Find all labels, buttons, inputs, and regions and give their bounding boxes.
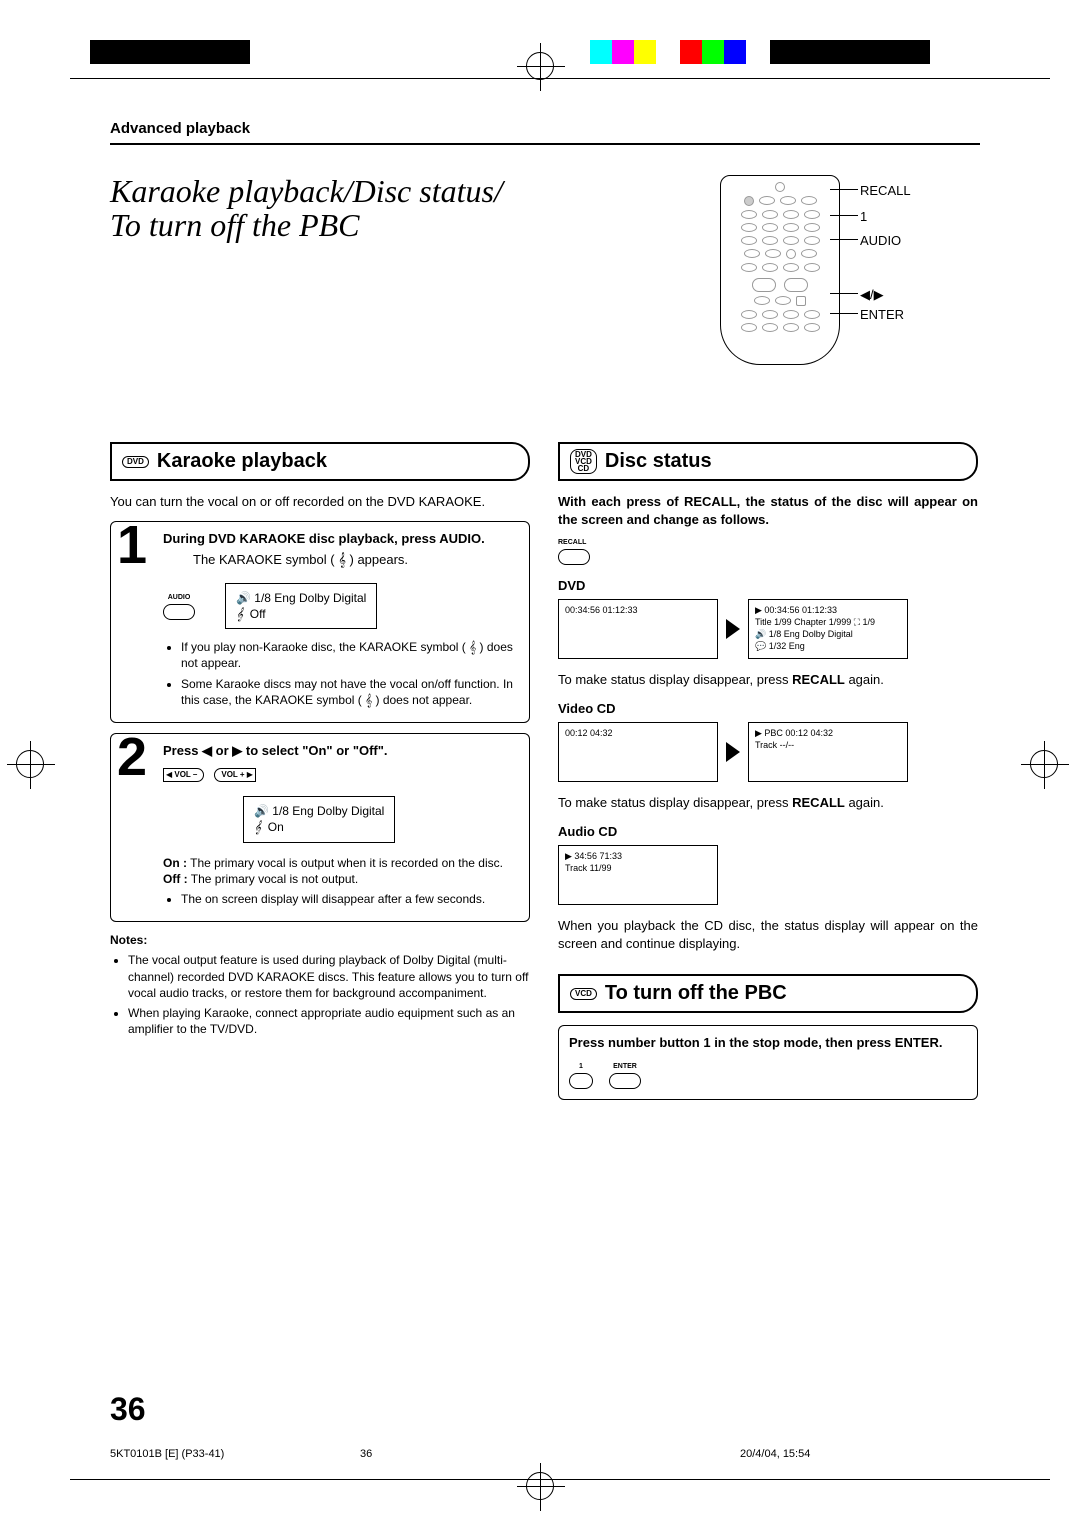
osd-text: 1/8 Eng Dolby Digital (254, 591, 366, 605)
disc-intro: With each press of RECALL, the status of… (558, 493, 978, 528)
section-heading-text: Disc status (605, 448, 712, 475)
acd-status-row: ▶ 34:56 71:33 Track 11/99 (558, 845, 978, 905)
vcd-badge: VCD (570, 988, 597, 1000)
osd-text: Off (250, 607, 266, 621)
vcd-label: Video CD (558, 701, 616, 716)
osd-display: 🔊 1/8 Eng Dolby Digital 𝄞 Off (225, 583, 377, 629)
karaoke-intro: You can turn the vocal on or off recorde… (110, 493, 530, 511)
vcd-status-row: 00:12 04:32 ▶ PBC 00:12 04:32 Track --/-… (558, 722, 978, 782)
note-item: When playing Karaoke, connect appropriat… (128, 1005, 530, 1037)
status-line: ▶ 00:34:56 01:12:33 (755, 604, 901, 616)
audio-button-icon (163, 604, 195, 620)
status-line: Track 11/99 (565, 862, 711, 874)
dvd-label: DVD (558, 578, 585, 593)
step-number: 1 (117, 518, 147, 572)
status-line: Title 1/99 Chapter 1/999 ⛶ 1/9 (755, 616, 901, 628)
section-heading-pbc: VCD To turn off the PBC (558, 974, 978, 1013)
top-rule (70, 78, 1050, 79)
remote-label-enter: ENTER (860, 307, 904, 322)
step-1-box: 1 During DVD KARAOKE disc playback, pres… (110, 521, 530, 723)
remote-outline (720, 175, 840, 365)
step1-desc: The KARAOKE symbol ( 𝄞 ) appears. (193, 551, 519, 569)
step-number: 2 (117, 730, 147, 784)
step2-title: Press ◀ or ▶ to select "On" or "Off". (163, 743, 388, 758)
arrow-icon (726, 742, 740, 762)
dvd-badge: DVD (122, 456, 149, 468)
status-line: ▶ 34:56 71:33 (565, 850, 711, 862)
arrow-icon (726, 619, 740, 639)
recall-btn-label: RECALL (558, 538, 978, 547)
notes-heading: Notes: (110, 932, 530, 948)
karaoke-section: DVD Karaoke playback You can turn the vo… (110, 442, 530, 1099)
button-1-icon (569, 1073, 593, 1089)
badge-text: CD (575, 465, 592, 472)
title-line: To turn off the PBC (110, 207, 360, 243)
acd-label: Audio CD (558, 824, 617, 839)
recall-button-icon (558, 549, 590, 565)
remote-label-one: 1 (860, 209, 867, 224)
disc-badge-stack: DVD VCD CD (570, 449, 597, 475)
breadcrumb: Advanced playback (110, 120, 980, 137)
remote-label-recall: RECALL (860, 183, 911, 198)
status-line: 🔊 1/8 Eng Dolby Digital (755, 628, 901, 640)
bottom-registration (526, 1472, 554, 1500)
bottom-rule (70, 1479, 1050, 1480)
section-heading-disc: DVD VCD CD Disc status (558, 442, 978, 481)
page-content: Advanced playback Karaoke playback/Disc … (110, 120, 980, 1100)
registration-marks (0, 40, 1080, 90)
status-line: 💬 1/32 Eng (755, 640, 901, 652)
section-heading-text: Karaoke playback (157, 448, 327, 475)
enter-btn-label: ENTER (609, 1062, 641, 1071)
remote-label-audio: AUDIO (860, 233, 901, 248)
vol-plus: VOL + (221, 770, 244, 779)
title-line: Karaoke playback/Disc status/ (110, 173, 503, 209)
section-heading-karaoke: DVD Karaoke playback (110, 442, 530, 481)
footer-left: 5KT0101B [E] (P33-41) (110, 1448, 224, 1460)
disc-status-section: DVD VCD CD Disc status With each press o… (558, 442, 978, 1099)
status-box: ▶ 34:56 71:33 Track 11/99 (558, 845, 718, 905)
pbc-box: Press number button 1 in the stop mode, … (558, 1025, 978, 1100)
status-line: ▶ PBC 00:12 04:32 (755, 727, 901, 739)
remote-diagram: RECALL 1 AUDIO ◀/▶ ENTER (720, 175, 980, 375)
status-box: ▶ PBC 00:12 04:32 Track --/-- (748, 722, 908, 782)
on-desc: The primary vocal is output when it is r… (190, 856, 503, 870)
note-item: If you play non-Karaoke disc, the KARAOK… (181, 639, 519, 671)
header-rule (110, 143, 980, 145)
osd-text: 1/8 Eng Dolby Digital (272, 804, 384, 818)
acd-text: When you playback the CD disc, the statu… (558, 917, 978, 952)
off-desc: The primary vocal is not output. (191, 872, 358, 886)
footer-right: 20/4/04, 15:54 (740, 1448, 810, 1460)
step-2-box: 2 Press ◀ or ▶ to select "On" or "Off". … (110, 733, 530, 922)
osd-display: 🔊 1/8 Eng Dolby Digital 𝄞 On (243, 796, 395, 842)
status-box: 00:12 04:32 (558, 722, 718, 782)
footer-mid: 36 (360, 1448, 372, 1460)
note-item: The on screen display will disappear aft… (181, 891, 519, 907)
note-item: The vocal output feature is used during … (128, 952, 530, 1001)
step1-title: During DVD KARAOKE disc playback, press … (163, 531, 485, 546)
remote-label-arrows: ◀/▶ (860, 287, 884, 303)
pbc-intro: Press number button 1 in the stop mode, … (569, 1034, 967, 1052)
vol-minus: VOL – (174, 770, 197, 779)
status-box: 00:34:56 01:12:33 (558, 599, 718, 659)
status-box: ▶ 00:34:56 01:12:33 Title 1/99 Chapter 1… (748, 599, 908, 659)
btn-1-label: 1 (569, 1062, 593, 1071)
page-number: 36 (110, 1391, 146, 1428)
enter-button-icon (609, 1073, 641, 1089)
osd-text: On (268, 820, 284, 834)
note-item: Some Karaoke discs may not have the voca… (181, 676, 519, 708)
dvd-status-row: 00:34:56 01:12:33 ▶ 00:34:56 01:12:33 Ti… (558, 599, 978, 659)
section-heading-text: To turn off the PBC (605, 980, 787, 1007)
status-line: 00:12 04:32 (565, 727, 711, 739)
status-line: Track --/-- (755, 739, 901, 751)
status-line: 00:34:56 01:12:33 (565, 604, 711, 616)
audio-btn-label: AUDIO (163, 593, 195, 602)
